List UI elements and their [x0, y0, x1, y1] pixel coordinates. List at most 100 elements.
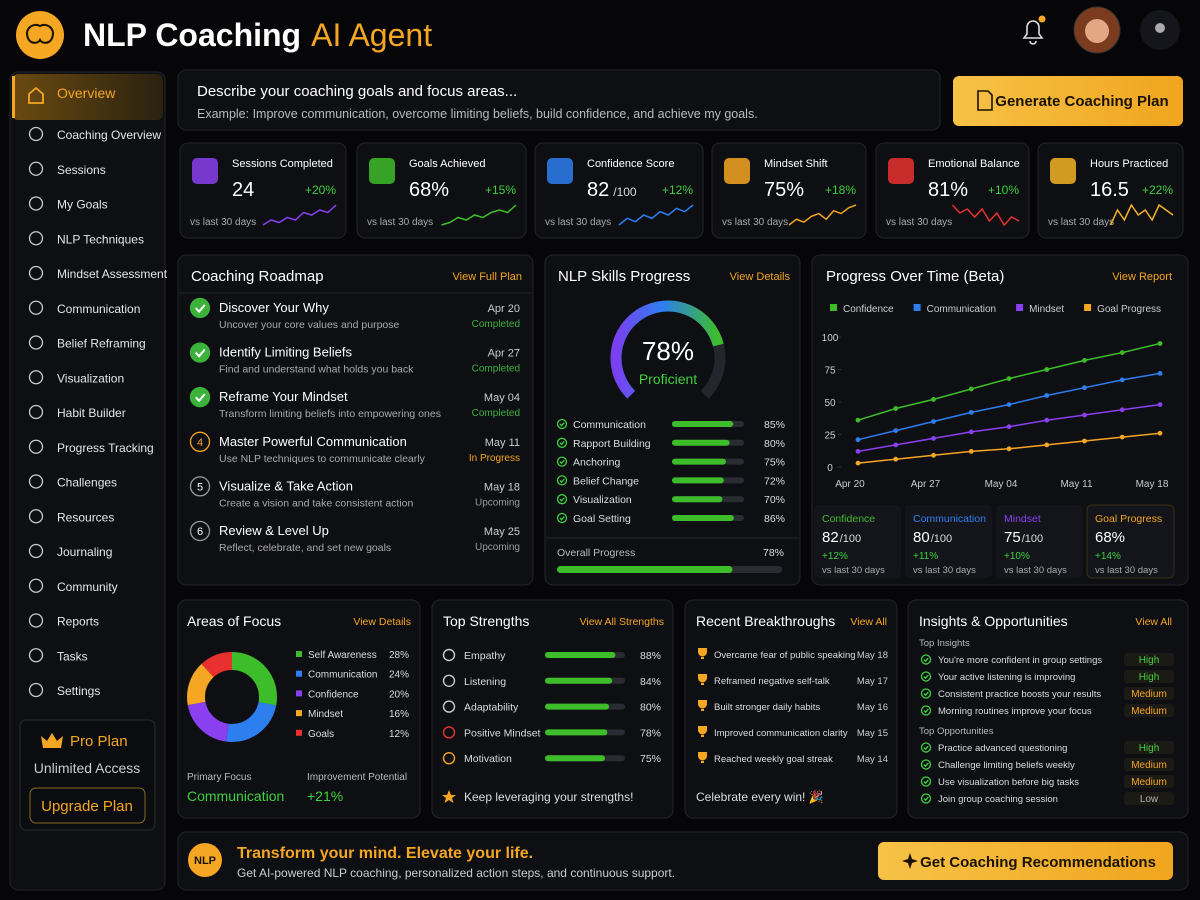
logo	[16, 11, 64, 59]
point	[968, 386, 974, 392]
strength-icon	[442, 648, 456, 662]
nav-item[interactable]: Belief Reframing	[57, 337, 146, 351]
upgrade-button[interactable]	[29, 787, 146, 824]
nav-icon	[28, 682, 44, 698]
insights-panel	[907, 599, 1189, 819]
level-badge	[1124, 741, 1174, 754]
stat-card	[711, 142, 867, 239]
step-number: 4	[197, 437, 203, 449]
nav-item[interactable]: Community	[57, 580, 118, 594]
stat-change: +22%	[1142, 183, 1173, 197]
stat-value: 82	[587, 179, 609, 201]
stat-label: Hours Practiced	[1090, 158, 1168, 170]
nav-icon	[28, 543, 44, 559]
point	[1006, 446, 1012, 452]
nav-item[interactable]: Challenges	[57, 476, 117, 490]
point	[1119, 407, 1125, 413]
prompt-title[interactable]: Describe your coaching goals and focus a…	[197, 83, 517, 100]
breakthrough-date: May 15	[857, 728, 888, 739]
link[interactable]: View All	[1135, 616, 1172, 628]
generate-button[interactable]	[953, 76, 1183, 126]
skill-value: 85%	[764, 419, 785, 431]
nav-item[interactable]: NLP Techniques	[57, 232, 144, 246]
step-date: May 11	[485, 437, 520, 449]
recommend-button[interactable]	[878, 842, 1173, 880]
check-icon	[556, 494, 568, 505]
step-desc: Transform limiting beliefs into empoweri…	[219, 408, 441, 420]
nav-icon	[28, 509, 44, 524]
bar	[672, 458, 726, 465]
breakthrough-text: Built stronger daily habits	[714, 702, 820, 713]
check-icon	[920, 671, 932, 682]
breakthrough-text: Reframed negative self-talk	[714, 676, 830, 687]
point	[931, 419, 936, 424]
check-icon	[556, 475, 568, 486]
nav-item[interactable]: Sessions	[57, 163, 106, 177]
check-icon	[189, 297, 211, 319]
summary-card	[814, 505, 901, 578]
bar	[545, 652, 616, 658]
stat-note: vs last 30 days	[1048, 217, 1114, 228]
stat-value: 68%	[409, 179, 449, 201]
nav-item[interactable]: Journaling	[57, 545, 112, 559]
link[interactable]: View All	[850, 616, 887, 628]
stat-note: vs last 30 days	[722, 217, 788, 228]
nav-item[interactable]: Reports	[57, 615, 99, 629]
nav-item[interactable]: Visualization	[57, 371, 124, 385]
strength-value: 78%	[640, 727, 661, 739]
panel-title: Recent Breakthroughs	[696, 613, 835, 629]
insight-text: Your active listening is improving	[938, 672, 1075, 683]
nav-item[interactable]: Communication	[57, 302, 140, 316]
strength-icon	[442, 674, 456, 687]
nav-item[interactable]: Progress Tracking	[57, 441, 154, 455]
legend-label: Confidence	[843, 304, 894, 315]
sparkline	[788, 204, 857, 226]
check-icon	[920, 793, 932, 804]
summary-unit: /100	[1022, 533, 1043, 545]
step-marker	[189, 476, 211, 497]
bar	[672, 439, 730, 446]
breakthrough-date: May 17	[857, 676, 888, 687]
step-status: Upcoming	[475, 542, 520, 553]
point	[893, 406, 899, 411]
nav-item[interactable]: My Goals	[57, 198, 108, 212]
legend-swatch	[296, 710, 302, 717]
level-badge	[1124, 653, 1174, 666]
link[interactable]: View Details	[353, 616, 411, 628]
nav-item[interactable]: Overview	[57, 85, 116, 101]
recommend-label[interactable]: Get Coaching Recommendations	[920, 854, 1156, 871]
upgrade-label[interactable]: Upgrade Plan	[41, 798, 133, 815]
level-badge	[1124, 792, 1174, 805]
prompt-box	[177, 69, 941, 131]
stat-note: vs last 30 days	[886, 217, 952, 228]
step-desc: Uncover your core values and purpose	[219, 319, 400, 331]
step-title: Visualize & Take Action	[219, 478, 353, 493]
link[interactable]: View All Strengths	[580, 616, 664, 628]
stat-value: 75%	[764, 179, 804, 201]
gauge-caption: Proficient	[639, 371, 697, 387]
stat-change: +10%	[988, 183, 1019, 197]
nav-item[interactable]: Tasks	[57, 649, 88, 663]
check-mark	[923, 745, 929, 751]
nav-item[interactable]: Coaching Overview	[57, 128, 161, 142]
link[interactable]: View Report	[1112, 271, 1172, 283]
check-mark	[559, 459, 565, 465]
nav-item[interactable]: Settings	[57, 684, 100, 698]
check-mark	[194, 304, 206, 314]
generate-label[interactable]: Generate Coaching Plan	[995, 93, 1168, 110]
step-date: May 04	[484, 392, 520, 404]
nav-item[interactable]: Habit Builder	[57, 406, 126, 420]
trophy-icon	[698, 674, 707, 685]
nav-item[interactable]: Resources	[57, 510, 114, 524]
insight-text: You're more confident in group settings	[938, 655, 1102, 666]
step-title: Reframe Your Mindset	[219, 389, 348, 404]
level-label: Medium	[1131, 760, 1167, 771]
link[interactable]: View Full Plan	[453, 271, 523, 283]
breakthroughs-panel	[684, 599, 898, 819]
link[interactable]: View Details	[730, 271, 791, 283]
step-number: 5	[197, 481, 203, 493]
sidebar	[9, 71, 166, 891]
bell-icon[interactable]	[1022, 20, 1044, 45]
nav-item[interactable]: Mindset Assessment	[57, 267, 168, 281]
